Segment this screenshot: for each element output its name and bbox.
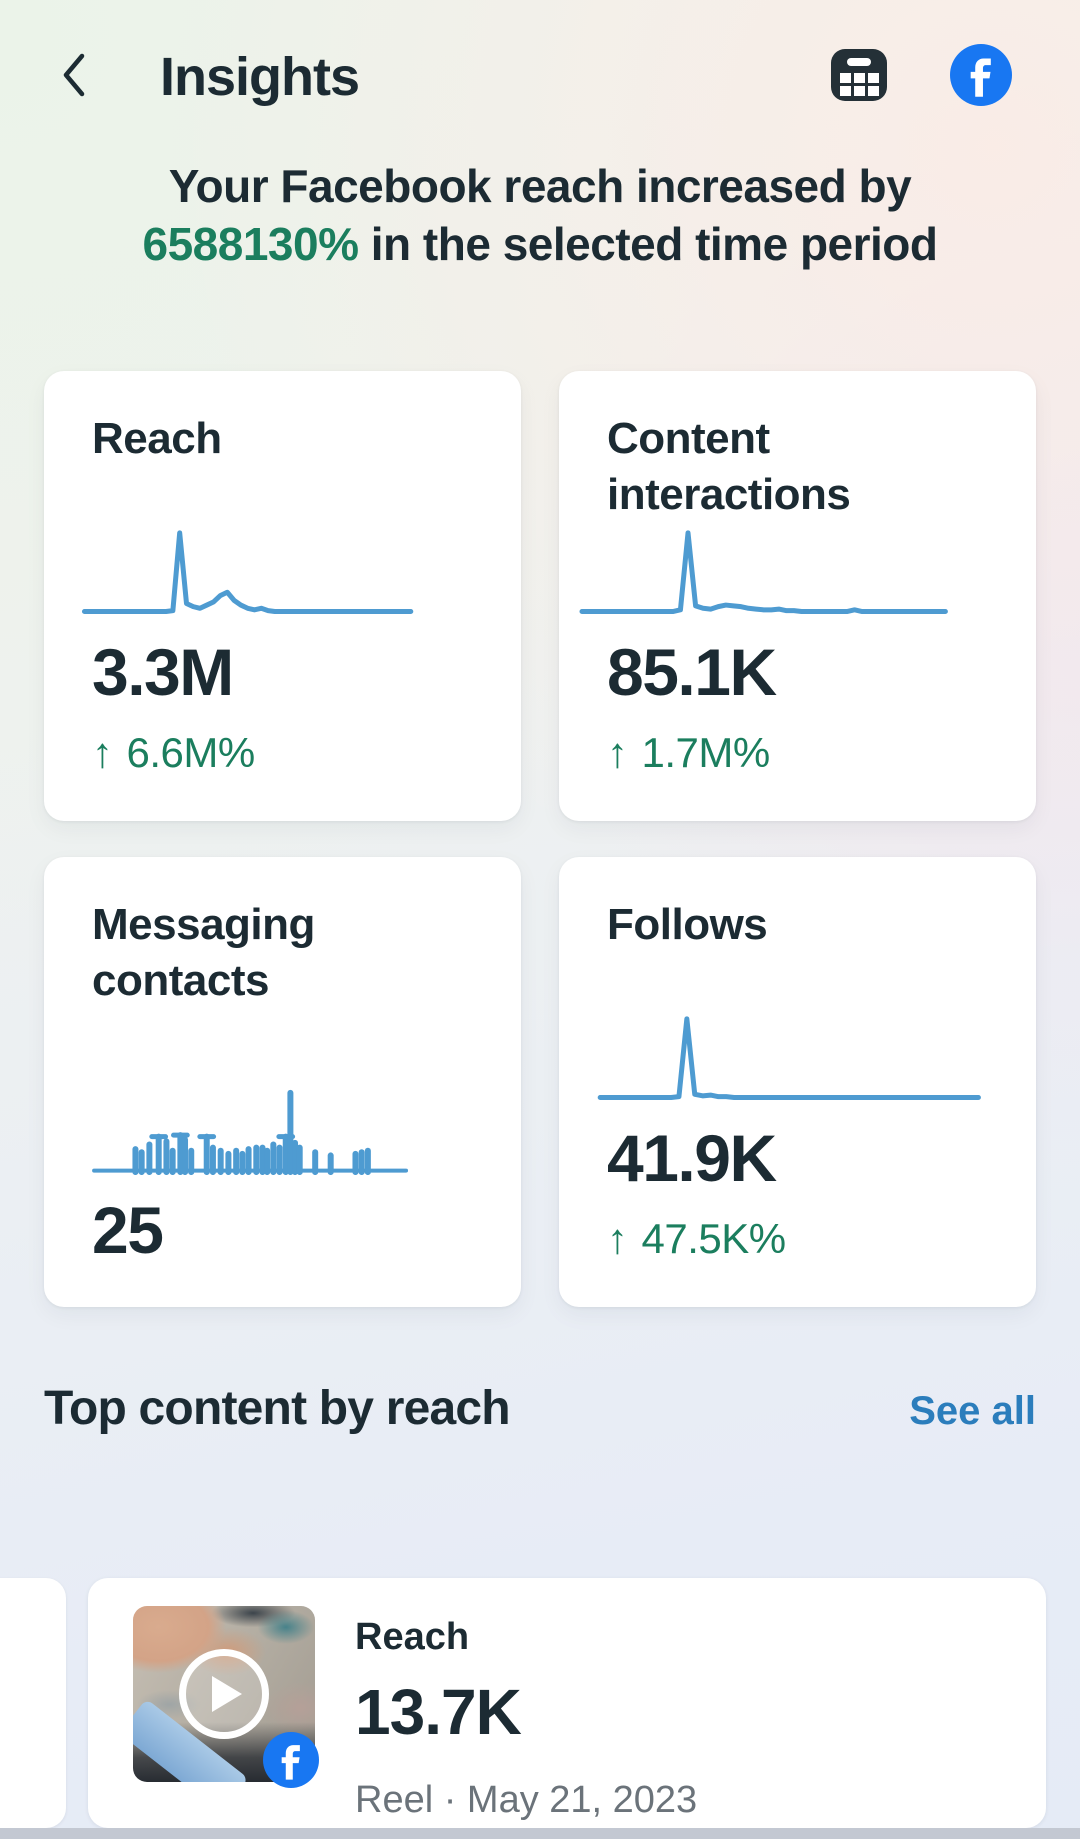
- metric-card-follows[interactable]: Follows 41.9K ↑ 47.5K%: [559, 857, 1036, 1307]
- section-heading: Top content by reach: [44, 1382, 511, 1435]
- page-title: Insights: [160, 46, 360, 107]
- summary-headline: Your Facebook reach increased by 6588130…: [140, 157, 940, 273]
- metric-delta: ↑ 6.6M%: [92, 729, 473, 777]
- header: Insights: [0, 0, 1080, 109]
- facebook-icon: [950, 44, 1012, 109]
- metric-title: Follows: [607, 900, 768, 949]
- metric-delta: ↑ 47.5K%: [607, 1215, 988, 1263]
- summary-headline-percent: 6588130%: [142, 218, 359, 270]
- content-metric-label: Reach: [355, 1616, 470, 1658]
- metric-grid: Reach 3.3M ↑ 6.6M% Content interactions 8…: [44, 371, 1036, 1307]
- reach-sparkline-chart: [80, 527, 415, 617]
- arrow-up-icon: ↑: [607, 1215, 628, 1262]
- back-button[interactable]: [58, 51, 94, 103]
- metric-delta-value: 47.5K%: [641, 1215, 787, 1262]
- follows-sparkline-chart: [595, 1013, 984, 1103]
- messaging-contacts-sparkline-chart: [92, 1085, 408, 1175]
- video-thumbnail[interactable]: [133, 1606, 319, 1788]
- metric-value: 25: [92, 1193, 164, 1267]
- play-icon: [179, 1649, 269, 1739]
- metric-value: 85.1K: [607, 635, 777, 709]
- see-all-link[interactable]: See all: [909, 1389, 1036, 1433]
- chevron-left-icon: [58, 50, 90, 103]
- summary-headline-part2: in the selected time period: [358, 218, 938, 270]
- facebook-badge-icon: [263, 1732, 319, 1788]
- facebook-account-button[interactable]: [950, 44, 1012, 109]
- top-content-card[interactable]: Reach 13.7K Reel · May 21, 2023: [88, 1578, 1046, 1828]
- metric-card-messaging-contacts[interactable]: Messaging contacts 25: [44, 857, 521, 1307]
- metric-card-content-interactions[interactable]: Content interactions 85.1K ↑ 1.7M%: [559, 371, 1036, 821]
- metric-value: 41.9K: [607, 1121, 777, 1195]
- arrow-up-icon: ↑: [607, 729, 628, 776]
- previous-content-card-peek[interactable]: [0, 1578, 66, 1828]
- bottom-divider-bar: [0, 1828, 1080, 1839]
- metric-title: Messaging contacts: [92, 900, 315, 1005]
- content-info: Reach 13.7K Reel · May 21, 2023: [355, 1616, 697, 1822]
- metric-delta-value: 1.7M%: [641, 729, 771, 776]
- summary-headline-part1: Your Facebook reach increased by: [168, 160, 912, 212]
- top-content-carousel[interactable]: Reach 13.7K Reel · May 21, 2023: [0, 1578, 1080, 1828]
- content-meta: Reel · May 21, 2023: [355, 1779, 698, 1821]
- arrow-up-icon: ↑: [92, 729, 113, 776]
- calendar-icon: [830, 48, 888, 105]
- header-actions: [830, 44, 1012, 109]
- metric-card-reach[interactable]: Reach 3.3M ↑ 6.6M%: [44, 371, 521, 821]
- calendar-button[interactable]: [830, 48, 888, 105]
- metric-title: Content interactions: [607, 414, 851, 519]
- metric-title: Reach: [92, 414, 222, 463]
- metric-delta-value: 6.6M%: [126, 729, 256, 776]
- content-interactions-sparkline-chart: [577, 527, 950, 617]
- metric-value: 3.3M: [92, 635, 234, 709]
- metric-delta: ↑ 1.7M%: [607, 729, 988, 777]
- top-content-section-header: Top content by reach See all: [44, 1381, 1036, 1436]
- content-metric-value: 13.7K: [355, 1676, 522, 1748]
